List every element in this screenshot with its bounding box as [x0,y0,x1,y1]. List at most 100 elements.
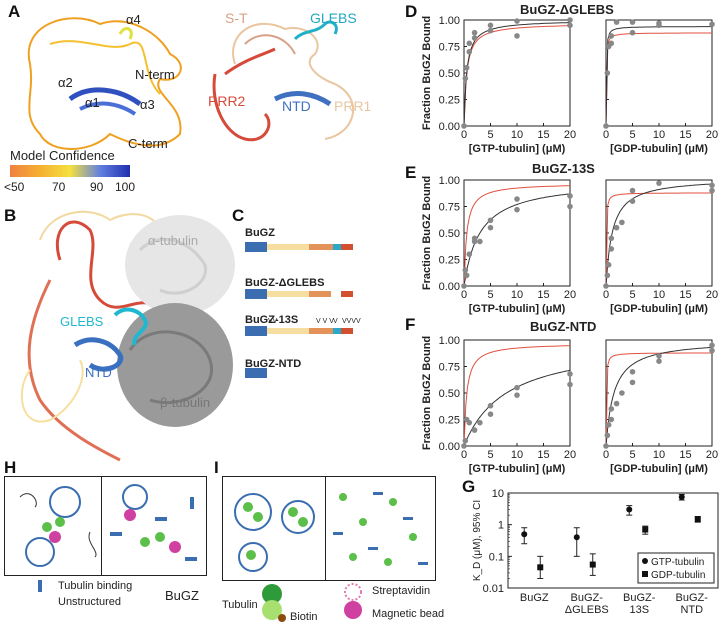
g-point-gtp-2 [626,506,633,513]
label-ntd-a: NTD [282,98,311,114]
tubulin-glyph [262,584,286,622]
xtick-label-D-1: 5 [487,129,493,141]
data-point-D2-6 [629,29,636,36]
ytick-label-F-2: 0.50 [439,388,460,400]
xtick-label-F-4: 20 [564,449,576,461]
data-point-D-2 [463,64,470,71]
chart-title-e: BuGZ-13S [532,161,595,176]
data-point-E2-1 [604,272,611,279]
data-point-D-5 [471,35,478,41]
xtick-label-E2-1: 5 [629,289,635,301]
ytick-label-F-1: 0.25 [439,415,460,427]
data-point-F-11 [567,371,573,377]
fit-black-E [463,193,571,287]
g-ylabel: K_D (μM), 95% CI [472,500,483,581]
ytick-label-E-3: 0.75 [439,202,460,214]
panel-h-divider [101,476,102,576]
data-point-F-7 [487,402,494,409]
xtick-label-E-3: 15 [537,289,549,301]
colorbar [10,165,130,177]
g-point-gtp-3 [678,493,685,500]
colorbar-tick-1: <50 [4,180,25,194]
xtick-label-D-0: 0 [461,129,467,141]
label-nterm: N-term [135,67,175,82]
g-xlabel-1-0: BuGZ- [571,592,604,604]
ytick-label-E-2: 0.50 [439,228,460,240]
xlabel-E: [GTP-tubulin] (μM) [469,303,566,315]
xtick-label-D2-1: 5 [629,129,635,141]
data-point-D-7 [487,27,494,34]
data-point-F-1 [462,437,469,444]
data-point-E2-8 [629,187,636,194]
data-point-D2-7 [629,19,636,25]
g-ytick-label-2: 1 [498,520,504,532]
g-legend-marker-gtp [642,558,648,564]
construct-bars [245,242,353,378]
xtick-label-D-3: 15 [537,129,549,141]
ytick-label-D-1: 0.25 [439,95,460,107]
g-xlabel-3-0: BuGZ- [676,592,709,604]
g-xlabel-0-0: BuGZ [520,592,549,604]
colorbar-tick-2: 70 [52,180,66,194]
label-cterm: C-term [128,136,168,151]
xtick-label-E2-0: 0 [603,289,609,301]
data-point-F-0 [461,443,467,449]
data-point-D2-3 [608,40,615,47]
data-point-E-8 [487,217,494,224]
mark-13s-2: V V V [316,318,334,325]
bead-glyph [344,583,362,619]
data-point-F2-6 [619,390,625,396]
legend-magnetic-bead: Magnetic bead [372,608,445,620]
construct-name-1: BuGZ [245,227,275,239]
xtick-label-F2-1: 5 [629,449,635,461]
xtick-label-E2-2: 10 [653,289,665,301]
data-point-D-3 [466,49,473,55]
data-point-E-2 [463,272,470,279]
xtick-label-D2-4: 20 [706,129,718,141]
chart-title-d: BuGZ-ΔGLEBS [520,2,614,17]
g-point-gdp-2 [642,526,649,533]
data-point-F2-9 [656,358,662,365]
g-point-gtp-1 [573,534,580,541]
data-point-D-12 [567,17,573,23]
data-point-F-10 [567,381,573,388]
label-alpha2: α2 [58,75,73,90]
label-s-t: S-T [225,10,248,26]
xtick-label-E-4: 20 [564,289,576,301]
xlabel-D2: [GDP-tubulin] (μM) [610,143,708,155]
xlabel-F2: [GDP-tubulin] (μM) [610,463,708,475]
g-xlabel-2-1: 13S [629,604,649,616]
label-alpha4: α4 [126,12,141,27]
panel-letter-i: I [214,458,219,477]
xtick-label-D-4: 20 [564,129,576,141]
ytick-label-D-2: 0.50 [439,68,460,80]
xtick-label-F-2: 10 [511,449,523,461]
fit-red-D [463,25,570,127]
label-prr1: PRR1 [334,98,372,114]
label-alpha3: α3 [140,97,155,112]
fit-red-F2 [605,352,712,447]
legend-unstructured: Unstructured [58,596,121,608]
ytick-label-E-1: 0.25 [439,255,460,267]
data-point-D-8 [487,22,494,29]
ytick-label-E-0: 0.00 [439,281,460,293]
legend-biotin: Biotin [290,611,318,623]
label-prr2: PRR2 [208,93,246,109]
panel-letter-f: F [405,315,416,334]
label-alpha-tubulin: α-tubulin [148,233,199,248]
xtick-label-F2-0: 0 [603,449,609,461]
data-point-D-6 [471,29,478,36]
data-point-D2-0 [603,123,609,129]
g-legend-gtp: GTP-tubulin [651,557,704,568]
data-point-F-3 [466,419,473,426]
data-point-E-10 [514,196,520,202]
fit-red-E2 [605,192,712,287]
data-point-E2-9 [656,180,662,186]
data-point-E-3 [466,251,473,257]
ytick-label-F-3: 0.75 [439,362,460,374]
data-point-E2-6 [619,219,625,226]
data-point-D-10 [514,18,520,24]
label-beta-tubulin: β-tubulin [160,395,211,410]
g-xlabel-1-1: ΔGLEBS [565,604,609,616]
